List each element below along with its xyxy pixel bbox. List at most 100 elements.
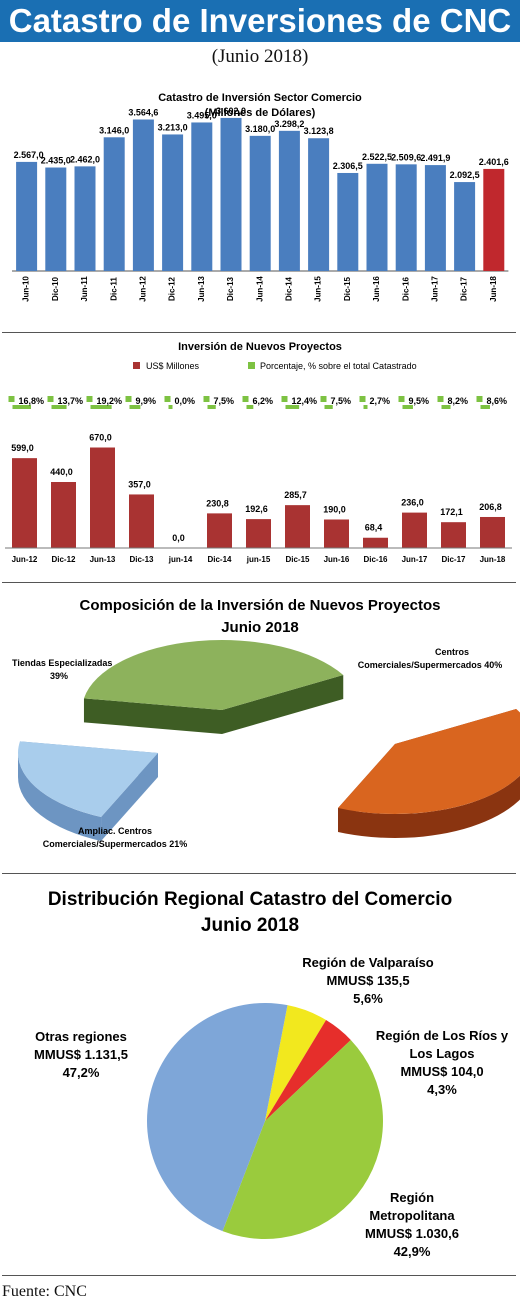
legend-label: Porcentaje, % sobre el total Catastrado [260, 361, 417, 371]
data-label: 0,0 [172, 533, 185, 543]
data-label: 2.491,9 [420, 153, 450, 163]
bar [402, 512, 427, 548]
bar [249, 135, 271, 271]
slice-label: Ampliac. Centros [78, 826, 152, 836]
bar [129, 494, 154, 548]
pie-slice [18, 741, 158, 817]
pct-label: 7,5% [331, 396, 352, 406]
data-label: 285,7 [284, 490, 307, 500]
data-label: 236,0 [401, 498, 424, 508]
legend-marker [86, 396, 93, 402]
data-label: 2.092,5 [450, 170, 480, 180]
bar [207, 513, 232, 548]
bar [45, 167, 67, 271]
x-tick-label: Dic-10 [51, 276, 60, 301]
bar [454, 182, 476, 271]
pie-slice [338, 709, 520, 814]
legend-marker [242, 396, 249, 402]
x-tick-label: Jun-11 [80, 276, 89, 302]
data-label: 206,8 [479, 502, 502, 512]
pct-bar [129, 405, 141, 409]
slice-label: Comerciales/Supermercados 21% [43, 839, 188, 849]
pie-slice [265, 1005, 327, 1121]
x-tick-label: Jun-17 [402, 555, 428, 564]
pct-label: 12,4% [292, 396, 318, 406]
data-label: 3.602,0 [216, 106, 246, 116]
chart-subtitle: (Millones de Dólares) [205, 107, 316, 119]
bar [16, 161, 38, 271]
bar [395, 164, 417, 271]
data-label: 3.123,8 [304, 126, 334, 136]
pct-label: 16,8% [19, 396, 45, 406]
divider [2, 1275, 516, 1276]
x-tick-label: Jun-13 [197, 276, 206, 302]
bar [12, 458, 37, 548]
bar [441, 522, 466, 548]
slice-label: Comerciales/Supermercados 40% [358, 660, 503, 670]
slice-label: MMUS$ 1.030,6 [365, 1226, 459, 1241]
divider [2, 873, 516, 874]
bar [366, 163, 388, 271]
legend-marker [398, 396, 405, 402]
x-tick-label: Jun-12 [139, 276, 148, 302]
x-tick-label: Jun-18 [489, 276, 498, 302]
chart-distribucion-regional: Distribución Regional Catastro del Comer… [34, 889, 509, 1259]
bar [363, 537, 388, 548]
legend-marker [125, 396, 132, 402]
pie-slice [147, 1003, 288, 1232]
data-label: 230,8 [206, 498, 229, 508]
x-tick-label: Dic-11 [109, 277, 118, 301]
bar [480, 516, 505, 548]
bar [278, 130, 300, 271]
legend-marker [164, 396, 171, 402]
pie-slice-wall [83, 698, 222, 734]
slice-label: 4,3% [427, 1082, 457, 1097]
slice-label: MMUS$ 104,0 [400, 1064, 483, 1079]
slice-label: Los Lagos [409, 1046, 474, 1061]
bar [337, 172, 359, 271]
slice-label: 42,9% [394, 1244, 431, 1259]
pct-bar [363, 405, 368, 409]
x-tick-label: Dic-15 [343, 276, 352, 301]
legend-marker [203, 396, 210, 402]
data-label: 670,0 [89, 433, 112, 443]
data-label: 2.306,5 [333, 161, 363, 171]
slice-label: MMUS$ 1.131,5 [34, 1047, 128, 1062]
legend-marker [8, 396, 15, 402]
bar [424, 165, 446, 271]
x-tick-label: Jun-10 [22, 276, 31, 302]
pct-bar [480, 405, 490, 409]
legend-marker [281, 396, 288, 402]
divider [2, 332, 516, 333]
data-label: 357,0 [128, 479, 151, 489]
legend-marker [476, 396, 483, 402]
page-subtitle: (Junio 2018) [211, 46, 309, 67]
legend-marker [437, 396, 444, 402]
data-label: 2.522,5 [362, 152, 392, 162]
x-tick-label: Dic-16 [363, 555, 388, 564]
data-label: 3.213,0 [158, 122, 188, 132]
pct-bar [207, 405, 216, 409]
slice-label: Tiendas Especializadas [12, 658, 112, 668]
x-tick-label: Jun-16 [372, 276, 381, 302]
pct-bar [441, 405, 451, 409]
pct-label: 7,5% [214, 396, 235, 406]
slice-label: Región de Los Ríos y [376, 1028, 509, 1043]
legend-label: US$ Millones [146, 361, 200, 371]
chart-subtitle: Junio 2018 [221, 619, 299, 636]
chart-title: Inversión de Nuevos Proyectos [178, 341, 342, 353]
pct-label: 9,9% [136, 396, 157, 406]
data-label: 2.567,0 [14, 150, 44, 160]
chart-nuevos-proyectos: Inversión de Nuevos Proyectos US$ Millone… [5, 341, 512, 564]
x-tick-label: Dic-16 [401, 276, 410, 301]
pct-bar [12, 405, 31, 409]
data-label: 2.435,0 [41, 156, 71, 166]
data-label: 190,0 [323, 505, 346, 515]
x-tick-label: Dic-12 [168, 276, 177, 301]
data-label: 599,0 [11, 443, 34, 453]
slice-label: 47,2% [63, 1065, 100, 1080]
legend-swatch [248, 362, 255, 369]
x-tick-label: Dic-13 [226, 276, 235, 301]
x-tick-label: Dic-17 [460, 276, 469, 301]
x-tick-label: Dic-14 [285, 276, 294, 301]
